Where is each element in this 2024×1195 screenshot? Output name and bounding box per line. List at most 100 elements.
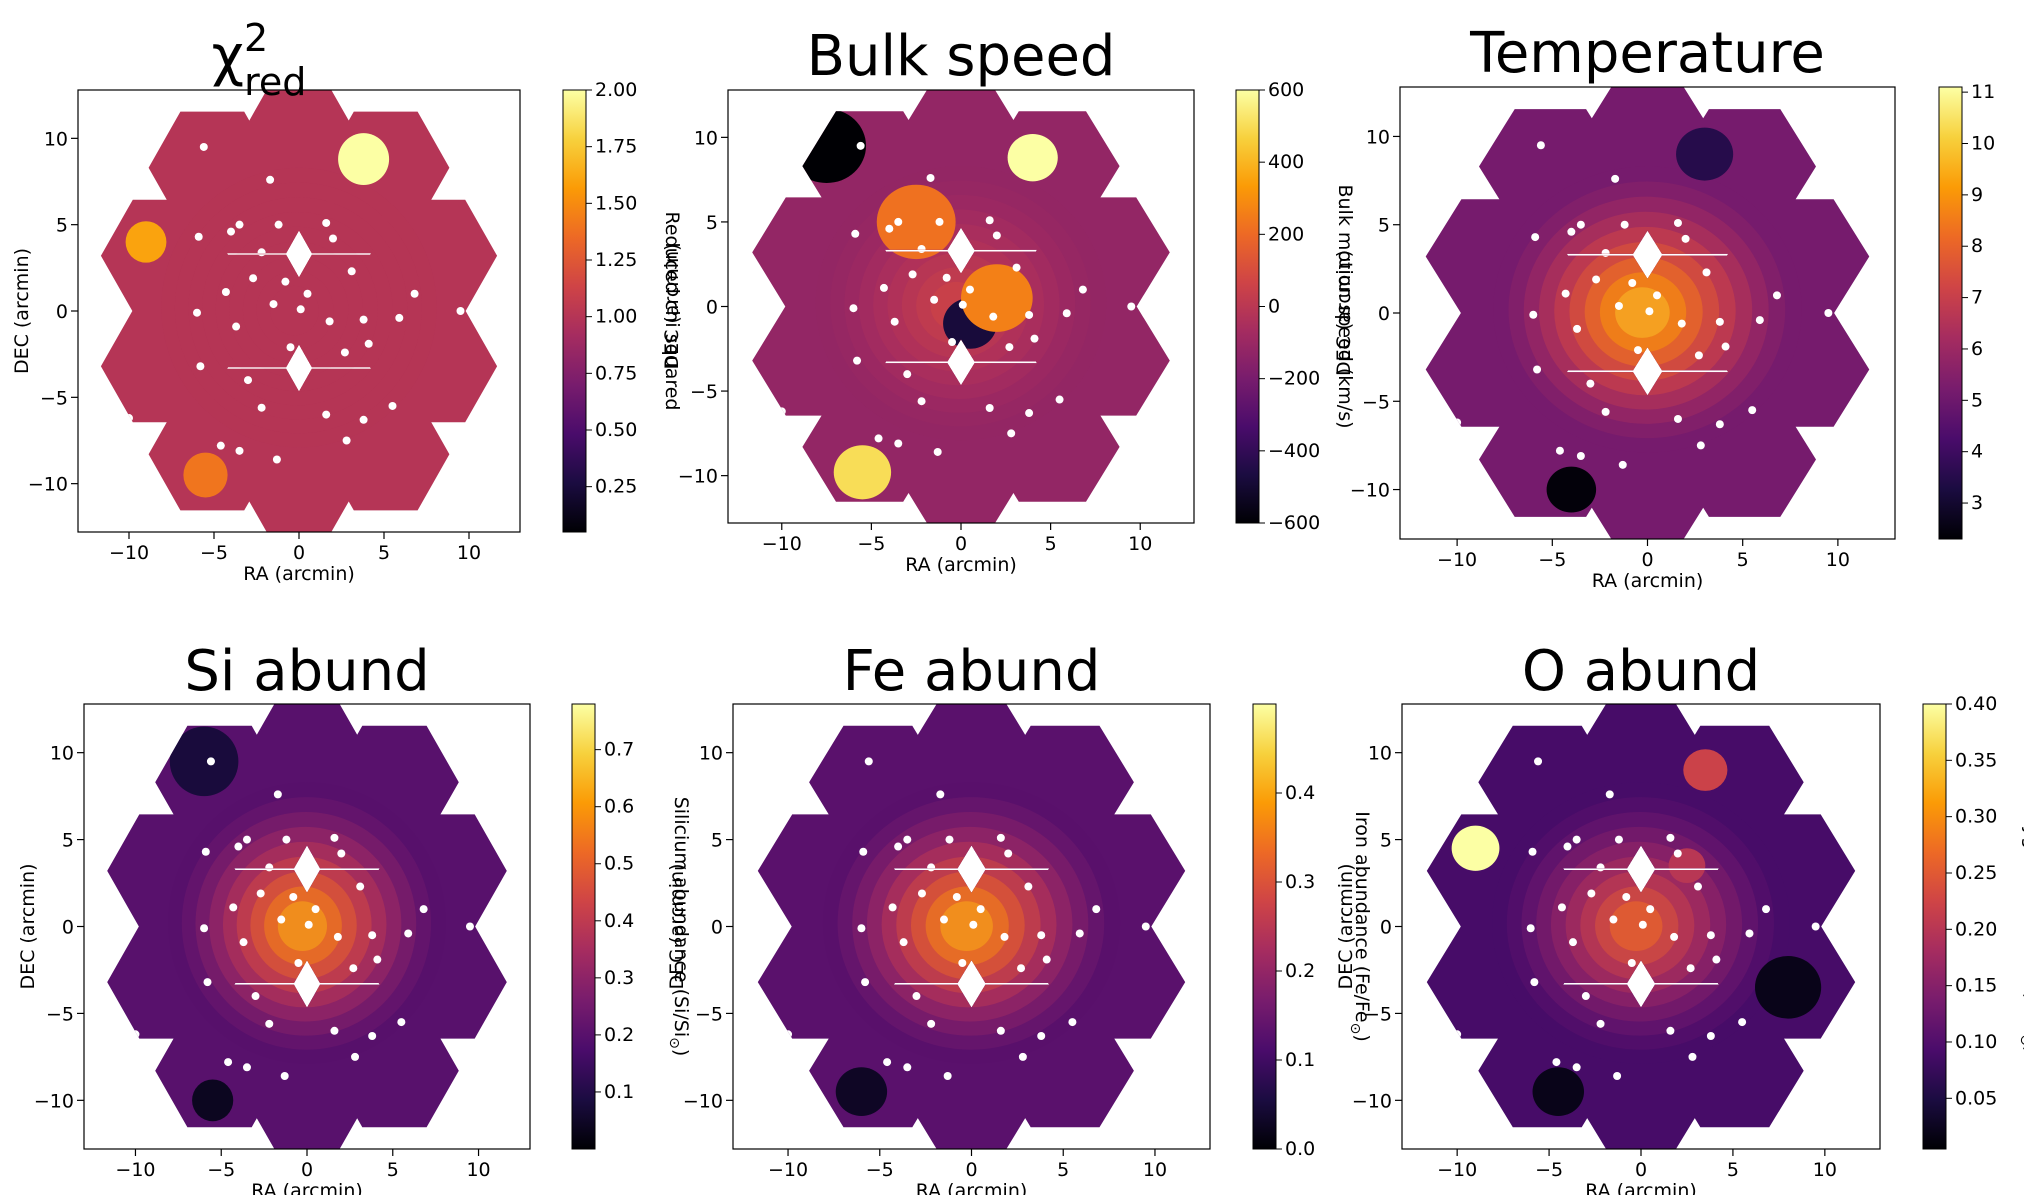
masked-point-source [857,924,866,933]
masked-point-source [1613,1071,1622,1080]
masked-point-source [359,415,368,424]
masked-point-source [193,308,201,317]
masked-point-source [199,142,208,151]
map-feature [876,184,956,260]
colorbar-tick-label: 0.4 [1285,782,1315,804]
masked-point-source [935,217,944,226]
x-tick-label: 0 [1635,1159,1647,1181]
masked-point-source [330,833,339,842]
masked-point-source [894,439,903,448]
masked-point-source [1592,275,1601,284]
y-tick-label: 5 [62,830,74,852]
map-feature [1754,956,1822,1019]
x-tick-label: 5 [1045,533,1057,555]
map-feature [125,221,167,263]
colorbar [1938,86,1963,540]
colorbar-tick-label: 0.1 [604,1081,634,1103]
map-ring [1609,901,1663,952]
title-subscript: red [244,60,306,104]
y-axis-label: DEC (arcmin) [17,863,39,989]
masked-point-source [1572,835,1581,844]
masked-point-source [894,217,903,226]
heatmap-6 [1426,704,1856,1149]
colorbar-tick-label: 0.20 [1955,918,1997,940]
masked-point-source [1666,833,1675,842]
title-superscript: 2 [244,16,268,60]
masked-point-source [908,270,917,279]
masked-point-source [232,322,241,331]
masked-point-source [917,397,926,406]
masked-point-source [330,1026,339,1035]
masked-point-source [996,833,1005,842]
masked-point-source [1526,924,1535,933]
masked-point-source [883,1058,892,1067]
x-axis-label: RA (arcmin) [243,563,355,585]
masked-point-source [373,955,382,964]
x-tick-label: −10 [762,533,802,555]
masked-point-source [1745,929,1754,938]
masked-point-source [976,905,985,914]
masked-point-source [1702,268,1711,277]
masked-point-source [948,338,957,347]
masked-point-source [930,295,939,304]
colorbar [571,703,596,1150]
masked-point-source [992,231,1001,240]
masked-point-source [965,285,974,294]
heatmap-2 [752,90,1170,523]
colorbar-tick-label: 7 [1971,287,1983,309]
masked-point-source [894,842,903,851]
masked-point-source [304,920,313,929]
masked-point-source [325,317,334,326]
masked-point-source [1030,334,1039,343]
masked-point-source [397,1018,406,1027]
colorbar-tick-label: 0.1 [1285,1049,1315,1071]
masked-point-source [1622,892,1631,901]
colorbar [1235,89,1260,524]
masked-point-source [1721,342,1730,351]
map-feature [835,1067,888,1116]
colorbar-tick-label: 0.3 [604,967,634,989]
map-feature [833,445,892,500]
masked-point-source [1576,452,1585,461]
colorbar-tick-label: 0.10 [1955,1031,1997,1053]
masked-point-source [1646,905,1655,914]
masked-point-source [1567,227,1576,236]
masked-point-source [1005,343,1014,352]
masked-point-source [1673,218,1682,227]
panel-4: −10 −5 0 5 10 −10 −5 0 5 10 RA (arcmin) DEC (arcmin… [17,639,692,1195]
y-tick-label: 5 [1380,830,1392,852]
colorbar-tick-label: −600 [1268,512,1320,534]
panel-title: Fe abund [843,639,1101,704]
x-tick-label: 5 [1057,1159,1069,1181]
masked-point-source [853,356,862,365]
masked-point-source [359,315,368,324]
masked-point-source [404,929,413,938]
masked-point-source [349,964,358,973]
masked-point-source [368,931,377,940]
masked-point-source [329,234,337,243]
y-tick-label: 10 [694,127,718,149]
panel-title: χ2 red [212,16,307,104]
colorbar-tick-label: 0.40 [1955,693,1997,715]
x-tick-label: −10 [109,542,149,564]
masked-point-source [1557,903,1566,912]
masked-point-source [1037,1032,1046,1041]
x-axis-label: RA (arcmin) [1592,570,1704,592]
masked-point-source [1596,1019,1605,1028]
masked-point-source [265,863,274,872]
colorbar-tick-label: 0.25 [595,476,637,498]
colorbar-tick-label: 0.6 [604,796,634,818]
masked-point-source [200,924,209,933]
masked-point-source [322,410,331,419]
masked-point-source [395,313,404,322]
masked-point-source [903,370,912,379]
y-tick-label: 10 [699,743,723,765]
y-tick-label: −5 [1362,391,1390,413]
masked-point-source [1572,1063,1581,1072]
masked-point-source [289,892,298,901]
map-feature [1007,133,1058,182]
masked-point-source [874,434,883,443]
masked-point-source [1075,929,1084,938]
masked-point-source [337,849,346,858]
